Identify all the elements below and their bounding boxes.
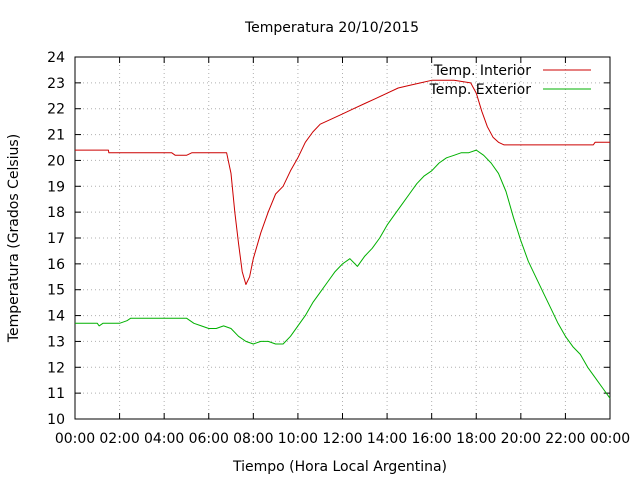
- x-tick-label: 16:00: [411, 431, 451, 447]
- y-tick-label: 19: [47, 179, 65, 195]
- y-tick-label: 18: [47, 205, 65, 221]
- legend-label: Temp. Interior: [433, 63, 532, 79]
- x-tick-label: 10:00: [278, 431, 318, 447]
- y-tick-label: 14: [47, 309, 65, 325]
- y-tick-label: 12: [47, 360, 65, 376]
- x-tick-label: 08:00: [233, 431, 273, 447]
- y-tick-label: 11: [47, 386, 65, 402]
- grid-lines: [75, 57, 610, 419]
- series-line-interior: [75, 79, 610, 285]
- x-tick-label: 12:00: [322, 431, 362, 447]
- y-tick-label: 22: [47, 102, 65, 118]
- x-tick-label: 00:00: [590, 431, 630, 447]
- y-tick-label: 24: [47, 50, 65, 66]
- legend: Temp. Interior Temp. Exterior: [429, 63, 591, 98]
- y-tick-label: 15: [47, 283, 65, 299]
- x-tick-label: 06:00: [189, 431, 229, 447]
- x-tick-label: 22:00: [545, 431, 585, 447]
- y-tick-label: 17: [47, 231, 65, 247]
- x-tick-label: 04:00: [144, 431, 184, 447]
- y-tick-label: 23: [47, 76, 65, 92]
- y-axis-label: Temperatura (Grados Celsius): [6, 134, 22, 343]
- x-tick-label: 02:00: [99, 431, 139, 447]
- y-tick-label: 21: [47, 128, 65, 144]
- legend-label: Temp. Exterior: [429, 82, 532, 98]
- x-tick-label: 00:00: [55, 431, 95, 447]
- x-tick-label: 14:00: [367, 431, 407, 447]
- y-tick-label: 16: [47, 257, 65, 273]
- y-tick-label: 13: [47, 334, 65, 350]
- y-tick-label: 10: [47, 412, 65, 428]
- x-axis-label: Tiempo (Hora Local Argentina): [232, 459, 447, 475]
- x-tick-label: 18:00: [456, 431, 496, 447]
- series-lines: [75, 79, 611, 399]
- series-line-exterior: [75, 149, 611, 399]
- x-tick-label: 20:00: [501, 431, 541, 447]
- y-tick-label: 20: [47, 153, 65, 169]
- chart-title: Temperatura 20/10/2015: [244, 20, 419, 36]
